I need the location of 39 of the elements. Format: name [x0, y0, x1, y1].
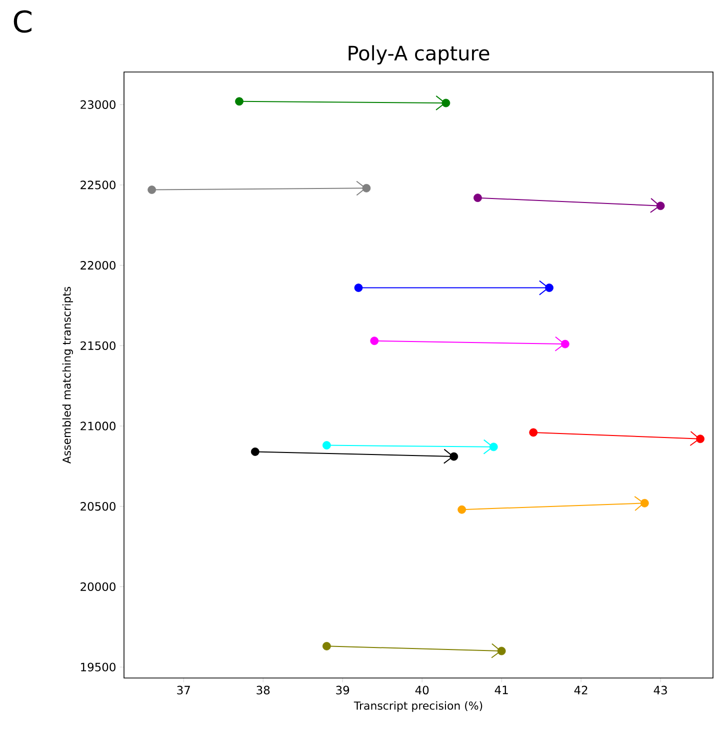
y-tick-label: 22000 [80, 260, 116, 270]
point [545, 284, 554, 292]
chart-title: Poly-A capture [348, 45, 490, 64]
point [696, 434, 704, 444]
x-tick-label: 40 [415, 686, 429, 694]
point [370, 336, 379, 346]
point [354, 284, 363, 292]
point [322, 441, 331, 450]
point [362, 184, 371, 192]
point [474, 194, 482, 202]
y-tick-label: 21500 [80, 341, 116, 350]
y-tick-label: 20500 [80, 502, 116, 511]
x-tick-label: 39 [336, 686, 350, 694]
x-tick-label: 42 [574, 686, 588, 694]
y-tick-label: 20000 [80, 582, 116, 592]
point [450, 452, 458, 461]
point [250, 448, 260, 456]
y-axis-title: Assembled matching transcripts [62, 286, 73, 464]
y-tick-label: 22500 [80, 180, 116, 190]
point [640, 498, 649, 508]
point [489, 442, 498, 452]
point [560, 340, 570, 348]
y-tick-label: 19500 [81, 662, 116, 672]
point [148, 186, 156, 194]
x-axis-title: Transcript precision (%) [354, 701, 482, 712]
x-tick-label: 38 [256, 686, 270, 694]
point [458, 505, 466, 514]
text: C [14, 10, 32, 33]
point [656, 202, 665, 210]
y-tick-label: 21000 [80, 422, 116, 430]
point [497, 646, 506, 656]
point [322, 642, 331, 650]
y-tick-label: 23000 [80, 100, 116, 109]
x-tick-label: 41 [494, 686, 508, 694]
x-tick-label: 37 [177, 686, 190, 694]
point [442, 98, 450, 108]
point [529, 428, 538, 437]
point [235, 97, 244, 106]
x-tick-label: 43 [654, 686, 667, 694]
